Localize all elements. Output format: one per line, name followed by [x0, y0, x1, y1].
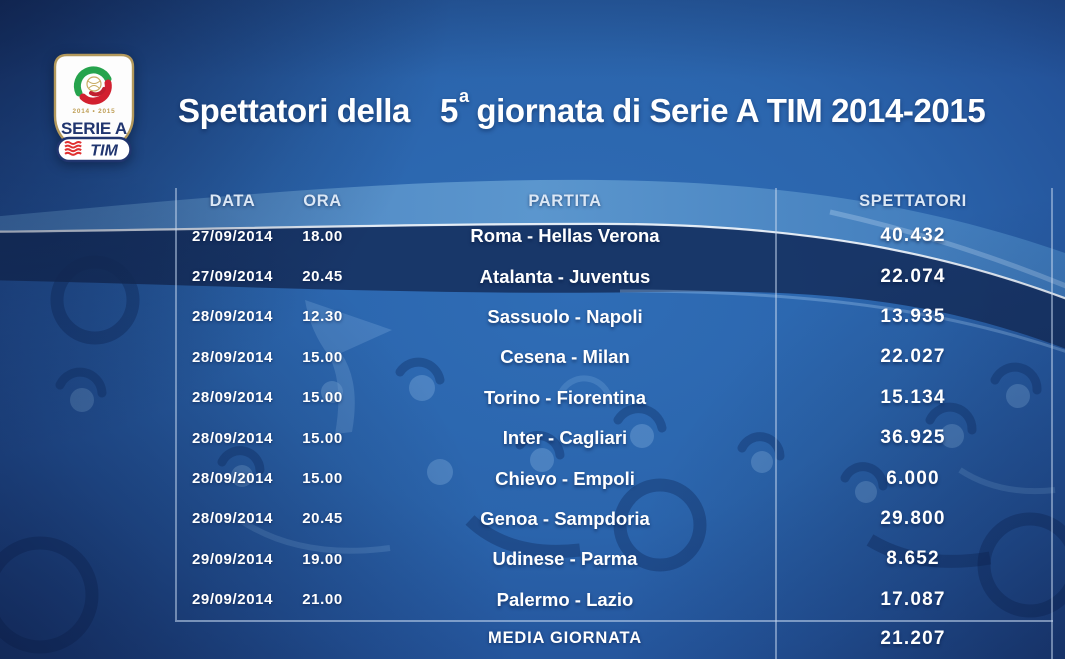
table-row: 27/09/2014 20.45 Atalanta - Juventus 22.… — [175, 256, 1051, 296]
cell-date: 28/09/2014 — [191, 389, 274, 407]
cell-date: 28/09/2014 — [191, 308, 274, 326]
cell-time: 15.00 — [302, 348, 343, 366]
table-row: 28/09/2014 15.00 Torino - Fiorentina 15.… — [175, 378, 1051, 418]
cell-date: 28/09/2014 — [191, 348, 274, 366]
cell-match: Chievo - Empoli — [495, 467, 635, 489]
logo-swirl — [73, 66, 112, 105]
cell-date: 28/09/2014 — [191, 510, 274, 528]
table-header-row: DATA ORA PARTITA SPETTATORI — [175, 186, 1051, 216]
title-part1: Spettatori della — [178, 92, 410, 129]
cell-date: 28/09/2014 — [191, 470, 274, 488]
cell-time: 15.00 — [302, 470, 343, 488]
attendance-table: DATA ORA PARTITA SPETTATORI 27/09/2014 1… — [175, 186, 1051, 658]
cell-match: Atalanta - Juventus — [479, 265, 651, 287]
cell-match: Cesena - Milan — [500, 346, 630, 368]
cell-date: 27/09/2014 — [191, 268, 274, 286]
logo-ball-seam — [87, 80, 101, 84]
cell-match: Genoa - Sampdoria — [480, 507, 650, 529]
cell-match: Roma - Hellas Verona — [470, 225, 660, 247]
cell-match: Sassuolo - Napoli — [487, 305, 643, 327]
header-data: DATA — [209, 191, 256, 210]
page-title: Spettatori della 5a giornata di Serie A T… — [178, 85, 1058, 130]
cell-date: 27/09/2014 — [191, 227, 274, 245]
table-row: 28/09/2014 12.30 Sassuolo - Napoli 13.93… — [175, 297, 1051, 337]
cell-spectators: 29.800 — [880, 507, 946, 529]
serie-a-tim-logo: 2014 • 2015 SERIE A TIM — [53, 53, 135, 163]
table-right-border — [1051, 188, 1053, 659]
cell-spectators: 22.027 — [880, 346, 946, 368]
header-spettatori: SPETTATORI — [859, 191, 967, 210]
table-row: 27/09/2014 18.00 Roma - Hellas Verona 40… — [175, 216, 1051, 256]
cell-spectators: 22.074 — [880, 265, 946, 287]
table-row: 28/09/2014 15.00 Cesena - Milan 22.027 — [175, 337, 1051, 377]
table-footer-row: MEDIA GIORNATA 21.207 — [175, 620, 1051, 658]
cell-spectators: 36.925 — [880, 427, 946, 449]
cell-spectators: 17.087 — [880, 588, 946, 610]
cell-match: Udinese - Parma — [492, 548, 638, 570]
cell-match: Torino - Fiorentina — [483, 386, 647, 408]
cell-spectators: 6.000 — [886, 467, 940, 489]
table-row: 28/09/2014 15.00 Inter - Cagliari 36.925 — [175, 418, 1051, 458]
cell-match: Palermo - Lazio — [496, 588, 634, 610]
cell-time: 20.45 — [302, 268, 343, 286]
header-ora: ORA — [303, 191, 342, 210]
cell-date: 29/09/2014 — [191, 550, 274, 568]
footer-value: 21.207 — [880, 627, 946, 649]
cell-time: 19.00 — [302, 550, 343, 568]
logo-years: 2014 • 2015 — [72, 108, 115, 115]
table-row: 28/09/2014 15.00 Chievo - Empoli 6.000 — [175, 458, 1051, 498]
cell-time: 20.45 — [302, 510, 343, 528]
table-left-border — [175, 188, 177, 620]
cell-time: 15.00 — [302, 429, 343, 447]
footer-label: MEDIA GIORNATA — [488, 629, 642, 648]
title-part2: 5a giornata di Serie A TIM 2014-2015 — [439, 85, 986, 129]
logo-league-name: SERIE A — [61, 119, 127, 138]
logo-sponsor: TIM — [90, 143, 118, 160]
cell-time: 18.00 — [302, 227, 343, 245]
cell-time: 15.00 — [302, 389, 343, 407]
cell-spectators: 8.652 — [886, 548, 940, 570]
table-body: 27/09/2014 18.00 Roma - Hellas Verona 40… — [175, 216, 1051, 620]
tim-wave-icon — [64, 141, 82, 156]
cell-spectators: 15.134 — [880, 386, 946, 408]
table-column-divider — [775, 188, 777, 659]
cell-time: 21.00 — [302, 591, 343, 609]
header-partita: PARTITA — [528, 191, 602, 210]
cell-time: 12.30 — [302, 308, 343, 326]
logo-ball-seam — [88, 85, 100, 89]
table-row: 29/09/2014 19.00 Udinese - Parma 8.652 — [175, 539, 1051, 579]
table-row: 28/09/2014 20.45 Genoa - Sampdoria 29.80… — [175, 499, 1051, 539]
cell-date: 29/09/2014 — [191, 591, 274, 609]
cell-match: Inter - Cagliari — [502, 427, 628, 449]
table-footer-divider — [175, 620, 1053, 622]
cell-spectators: 13.935 — [880, 305, 946, 327]
cell-spectators: 40.432 — [880, 225, 946, 247]
title-ordinal: a — [458, 85, 469, 106]
table-row: 29/09/2014 21.00 Palermo - Lazio 17.087 — [175, 580, 1051, 620]
cell-date: 28/09/2014 — [191, 429, 274, 447]
